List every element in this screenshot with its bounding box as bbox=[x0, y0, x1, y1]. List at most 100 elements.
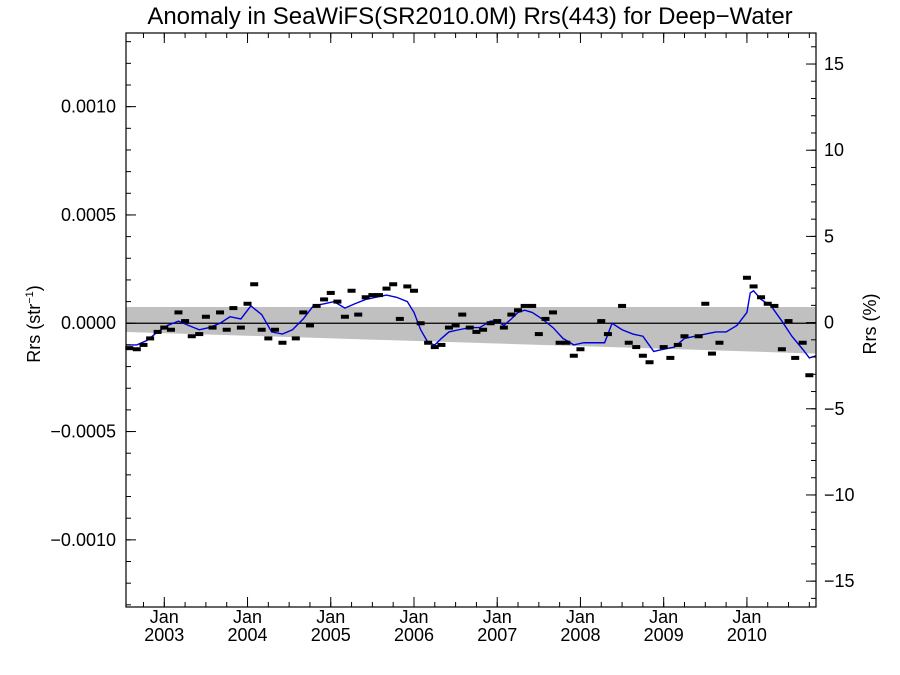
data-marker bbox=[555, 340, 564, 345]
data-marker bbox=[680, 334, 689, 339]
data-marker bbox=[597, 319, 606, 324]
y2-tick-label: −5 bbox=[824, 399, 845, 419]
data-marker bbox=[757, 295, 766, 300]
data-marker bbox=[305, 323, 314, 328]
data-marker bbox=[181, 319, 190, 324]
data-marker bbox=[430, 345, 439, 350]
data-marker bbox=[354, 312, 363, 317]
data-marker bbox=[507, 312, 516, 317]
x-tick-month: Jan bbox=[732, 607, 761, 627]
data-marker bbox=[777, 347, 786, 352]
y2-axis-label: Rrs (%) bbox=[860, 294, 880, 355]
data-marker bbox=[257, 327, 266, 332]
uncertainty-band bbox=[126, 307, 816, 354]
x-tick-month: Jan bbox=[399, 607, 428, 627]
data-marker bbox=[541, 316, 550, 321]
data-marker bbox=[749, 284, 758, 289]
data-marker bbox=[333, 299, 342, 304]
x-tick-year: 2007 bbox=[477, 625, 517, 645]
uncertainty-band-layer bbox=[126, 307, 816, 354]
monthly-marker-layer bbox=[125, 275, 814, 378]
data-marker bbox=[576, 347, 585, 352]
data-marker bbox=[486, 321, 495, 326]
data-marker bbox=[409, 288, 418, 293]
data-marker bbox=[770, 303, 779, 308]
tick-label-layer: 0.0010 0.0005 0.0000 −0.0005 −0.0010 15 10 5 0 −5… bbox=[50, 54, 854, 645]
y-tick-label: 0.0005 bbox=[61, 205, 116, 225]
data-marker bbox=[340, 314, 349, 319]
data-marker bbox=[763, 301, 772, 306]
data-marker bbox=[528, 303, 537, 308]
y-tick-label: 0.0010 bbox=[61, 97, 116, 117]
plot-frame bbox=[125, 32, 817, 608]
data-marker bbox=[514, 308, 523, 313]
data-marker bbox=[291, 336, 300, 341]
x-tick-year: 2006 bbox=[394, 625, 434, 645]
data-marker bbox=[424, 340, 433, 345]
y-axis-label-main: Rrs (str bbox=[24, 304, 44, 363]
data-marker bbox=[166, 327, 175, 332]
x-tick-month: Jan bbox=[483, 607, 512, 627]
y-axis-label: Rrs (str−1) bbox=[24, 285, 44, 363]
data-marker bbox=[174, 310, 183, 315]
data-marker bbox=[368, 293, 377, 298]
y2-tick-label: 0 bbox=[824, 313, 834, 333]
data-marker bbox=[395, 316, 404, 321]
data-marker bbox=[222, 327, 231, 332]
data-marker bbox=[659, 345, 668, 350]
y-tick-label: −0.0010 bbox=[50, 530, 116, 550]
data-marker bbox=[270, 327, 279, 332]
data-marker bbox=[403, 284, 412, 289]
x-tick-month: Jan bbox=[316, 607, 345, 627]
data-marker bbox=[694, 334, 703, 339]
data-marker bbox=[278, 340, 287, 345]
data-marker bbox=[375, 293, 384, 298]
data-marker bbox=[361, 295, 370, 300]
data-marker bbox=[208, 325, 217, 330]
y-axis-label-close: ) bbox=[24, 285, 44, 291]
data-marker bbox=[624, 340, 633, 345]
y2-tick-label: 10 bbox=[824, 140, 844, 160]
data-marker bbox=[569, 353, 578, 358]
data-marker bbox=[389, 282, 398, 287]
data-marker bbox=[618, 303, 627, 308]
data-marker bbox=[638, 353, 647, 358]
data-marker bbox=[132, 347, 141, 352]
data-marker bbox=[707, 351, 716, 356]
y-tick-label: 0.0000 bbox=[61, 313, 116, 333]
x-tick-year: 2004 bbox=[227, 625, 267, 645]
data-marker bbox=[534, 332, 543, 337]
data-marker bbox=[645, 360, 654, 365]
y2-tick-label: −15 bbox=[824, 571, 855, 591]
data-marker bbox=[666, 355, 675, 360]
y2-tick-label: 5 bbox=[824, 226, 834, 246]
data-marker bbox=[451, 323, 460, 328]
running-mean-line bbox=[126, 289, 817, 359]
data-marker bbox=[472, 329, 481, 334]
data-marker bbox=[250, 282, 259, 287]
data-marker bbox=[187, 334, 196, 339]
data-marker bbox=[520, 303, 529, 308]
x-tick-month: Jan bbox=[150, 607, 179, 627]
x-tick-month: Jan bbox=[233, 607, 262, 627]
x-tick-year: 2003 bbox=[144, 625, 184, 645]
chart-title: Anomaly in SeaWiFS(SR2010.0M) Rrs(443) f… bbox=[147, 3, 792, 30]
data-marker bbox=[201, 314, 210, 319]
data-marker bbox=[493, 319, 502, 324]
data-marker bbox=[784, 319, 793, 324]
data-marker bbox=[146, 336, 155, 341]
x-tick-month: Jan bbox=[566, 607, 595, 627]
x-tick-year: 2005 bbox=[311, 625, 351, 645]
data-marker bbox=[791, 355, 800, 360]
data-marker bbox=[125, 346, 134, 351]
data-marker bbox=[299, 310, 308, 315]
data-marker bbox=[236, 325, 245, 330]
data-marker bbox=[437, 342, 446, 347]
y2-tick-label: 15 bbox=[824, 54, 844, 74]
data-marker bbox=[465, 325, 474, 330]
data-marker bbox=[347, 288, 356, 293]
data-marker bbox=[603, 332, 612, 337]
x-tick-year: 2008 bbox=[560, 625, 600, 645]
data-marker bbox=[798, 340, 807, 345]
